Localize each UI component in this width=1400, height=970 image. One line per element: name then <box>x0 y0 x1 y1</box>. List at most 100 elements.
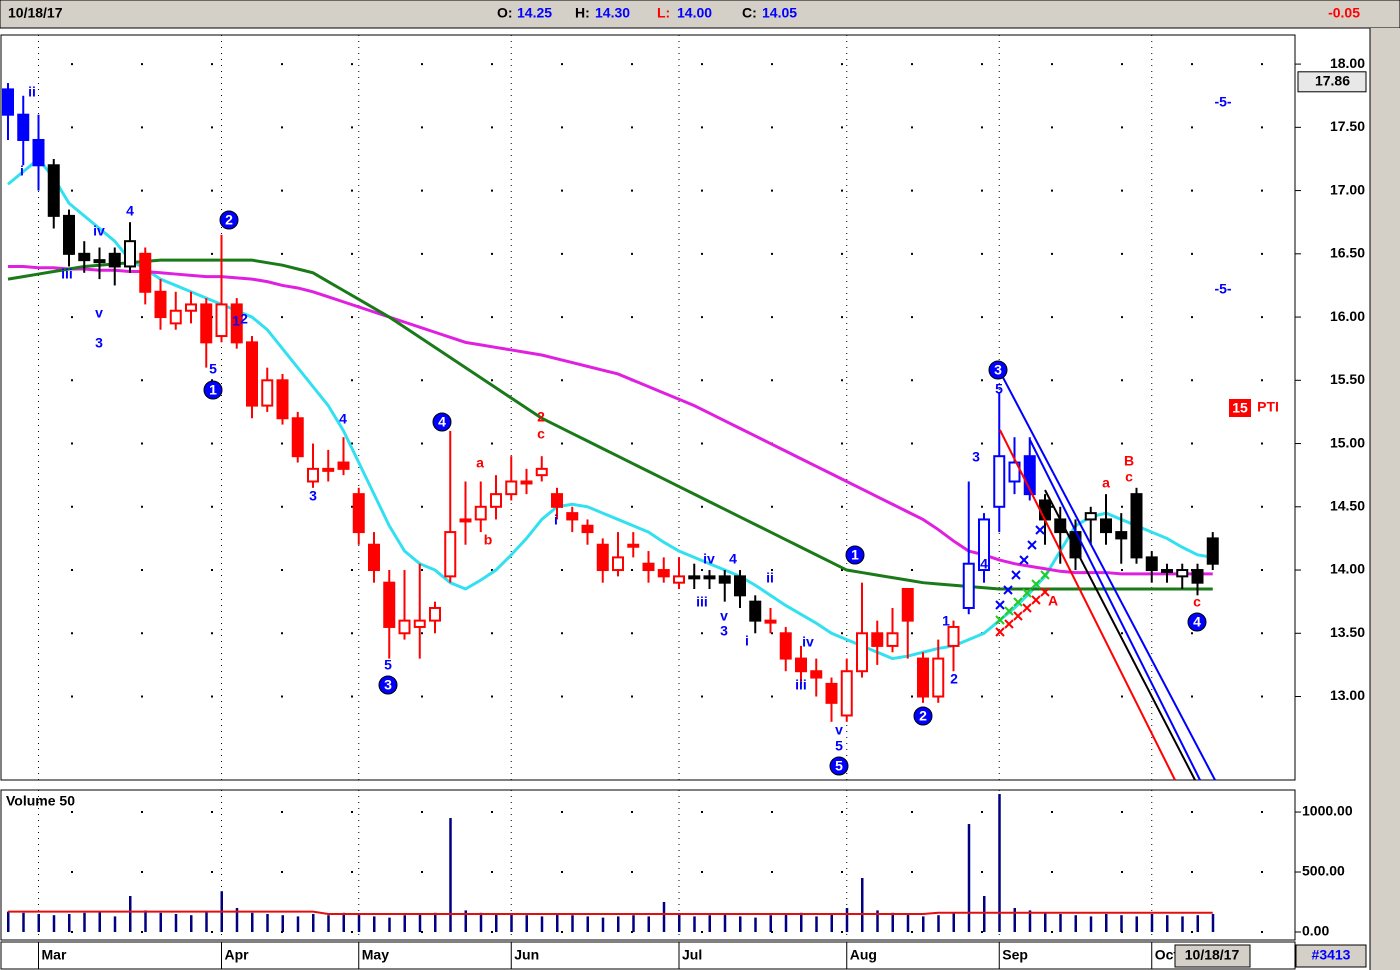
volume-pane <box>0 789 1296 941</box>
y-tick-label: 14.50 <box>1330 497 1365 513</box>
wave-label: ii <box>28 84 36 100</box>
volume-bar <box>418 914 422 932</box>
candle-body <box>551 493 563 508</box>
wave-label: 1 <box>851 547 859 563</box>
volume-bar <box>647 916 650 932</box>
volume-bar <box>1166 915 1169 932</box>
header-open-value: 14.25 <box>517 5 552 21</box>
last-price-label: 17.86 <box>1315 73 1350 89</box>
volume-average <box>8 910 1213 916</box>
fan-marker <box>1013 597 1023 607</box>
wave-label: ii <box>766 570 774 586</box>
wave-label: 1 <box>942 613 950 629</box>
candle-body <box>581 524 594 534</box>
volume-bar <box>7 911 10 932</box>
wave-label: 5 <box>835 738 843 754</box>
x-tick-label: Sep <box>1002 947 1028 963</box>
volume-bar <box>479 912 483 932</box>
candle-body <box>1023 455 1036 496</box>
candle-body <box>1039 499 1051 521</box>
fan-marker <box>995 615 1005 625</box>
wave-circle <box>219 210 239 230</box>
wave-label: i <box>554 512 558 528</box>
wave-label: 3 <box>309 488 317 504</box>
candle-body <box>93 259 106 264</box>
x-tick-label: Aug <box>850 947 877 963</box>
wave-label: c <box>1125 469 1133 485</box>
header-bar <box>0 0 1400 29</box>
y-tick-label: 16.00 <box>1330 308 1365 324</box>
candle-body <box>1100 518 1112 534</box>
candle-body <box>169 309 182 325</box>
fan-marker <box>1022 603 1032 613</box>
candle-body <box>413 619 426 628</box>
candle-body <box>352 493 365 534</box>
wave-label: 5 <box>209 361 217 377</box>
volume-bar <box>830 914 833 932</box>
candle-body <box>749 600 762 622</box>
x-tick-label: May <box>362 947 389 963</box>
volume-bar <box>693 916 696 932</box>
fan-marker <box>1040 570 1050 580</box>
volume-bar <box>861 878 864 932</box>
candle-body <box>871 632 884 647</box>
fan-marker <box>995 627 1005 637</box>
candle-body <box>276 379 289 420</box>
wave-label: 2 <box>225 212 233 228</box>
volume-bar <box>37 914 40 932</box>
volume-bar <box>52 915 56 932</box>
wave-label: a <box>476 455 484 471</box>
volume-bar <box>1028 910 1032 932</box>
volume-bar <box>144 910 147 932</box>
volume-bar <box>373 916 376 932</box>
candle-body <box>215 303 228 338</box>
volume-bar <box>1120 915 1123 932</box>
volume-bar <box>845 908 849 932</box>
volume-bar <box>525 915 528 932</box>
candle-body <box>993 455 1006 508</box>
candle-body <box>505 480 518 496</box>
candle-body <box>230 303 243 344</box>
volume-bar <box>1059 914 1062 932</box>
candle-body <box>429 606 441 622</box>
volume-bar <box>678 914 681 932</box>
candle-body <box>322 467 335 472</box>
wave-label: v <box>95 305 103 321</box>
fan-marker <box>1011 570 1021 580</box>
fan-marker <box>1035 525 1045 535</box>
volume-bar <box>251 912 254 932</box>
candle-body <box>1008 461 1021 483</box>
wave-label: v <box>835 722 843 738</box>
volume-bar <box>1044 912 1047 932</box>
candle-body <box>673 575 685 584</box>
wave-label: iv <box>802 634 814 650</box>
volume-bar <box>1196 915 1199 932</box>
wave-label: 4 <box>729 551 737 567</box>
wave-label: 4 <box>1193 614 1201 630</box>
moving-average <box>8 264 1213 576</box>
candle-body <box>718 575 731 584</box>
volume-bar <box>1074 915 1077 932</box>
fan-marker <box>1031 579 1041 589</box>
wave-label: iii <box>795 677 807 693</box>
fan-marker <box>1040 587 1050 597</box>
wave-label: 5 <box>995 381 1003 397</box>
y-tick-label: 17.00 <box>1330 181 1365 197</box>
volume-bar <box>891 912 894 932</box>
volume-bar <box>1013 908 1016 932</box>
candle-body <box>627 543 640 548</box>
candle-body <box>886 632 899 647</box>
wave-label: 5 <box>384 657 392 673</box>
y-tick-label: 1000.00 <box>1302 803 1353 819</box>
volume-bar <box>388 917 391 932</box>
candle-body <box>124 240 136 268</box>
trend-line <box>999 429 1176 781</box>
y-tick-label: 17.50 <box>1330 118 1365 134</box>
candle-body <box>840 670 853 717</box>
wave-circle <box>432 412 452 432</box>
wave-label: b <box>484 532 493 548</box>
y-tick-label: 13.00 <box>1330 687 1365 703</box>
wave-label: 3 <box>994 362 1002 378</box>
fan-marker <box>1019 555 1029 565</box>
